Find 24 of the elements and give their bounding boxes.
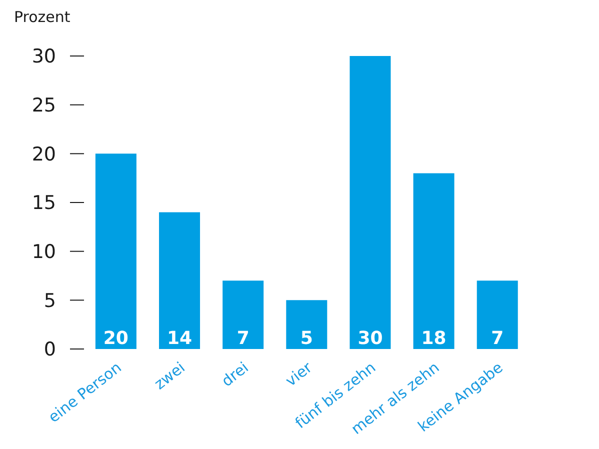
data-label: 14	[166, 328, 192, 349]
bar	[413, 173, 454, 349]
data-label: 5	[300, 328, 313, 349]
data-label: 7	[491, 328, 504, 349]
x-tick-label: drei	[218, 358, 252, 390]
y-tick-label: 25	[32, 94, 56, 117]
data-label: 20	[103, 328, 128, 349]
x-tick-label: vier	[282, 358, 316, 390]
data-label: 30	[358, 328, 383, 349]
bar	[95, 154, 136, 349]
y-tick-label: 10	[32, 241, 56, 264]
y-tick-label: 15	[32, 192, 56, 214]
y-axis-title: Prozent	[14, 8, 70, 26]
y-tick-label: 5	[44, 290, 56, 312]
data-label: 7	[236, 328, 250, 349]
bar	[222, 280, 264, 349]
data-label: 18	[421, 328, 446, 349]
y-tick-label: 30	[32, 46, 56, 68]
bar	[286, 300, 328, 349]
y-tick-label: 20	[32, 143, 56, 166]
bar	[476, 280, 518, 349]
bar	[350, 56, 391, 349]
bar	[159, 212, 200, 349]
y-tick-label: 0	[44, 338, 56, 361]
